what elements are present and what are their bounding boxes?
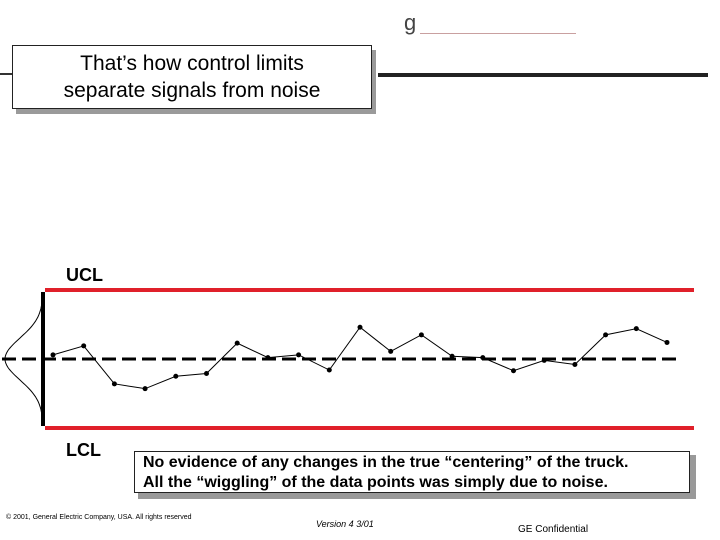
- data-point: [142, 386, 148, 392]
- copyright-text: © 2001, General Electric Company, USA. A…: [6, 514, 192, 521]
- data-point: [572, 362, 578, 368]
- data-point: [449, 353, 455, 359]
- data-point: [296, 352, 302, 358]
- data-point: [234, 340, 240, 346]
- data-point: [541, 357, 547, 363]
- data-point: [480, 355, 486, 361]
- data-point: [388, 348, 394, 354]
- data-point: [326, 367, 332, 373]
- note-callout: No evidence of any changes in the true “…: [134, 451, 690, 493]
- slide-title: That’s how control limits separate signa…: [12, 45, 372, 109]
- data-point: [173, 373, 179, 379]
- control-chart: [2, 288, 694, 430]
- logo-mark: g: [404, 10, 417, 35]
- header-rule-right: [378, 73, 708, 77]
- data-point: [111, 381, 117, 387]
- data-point: [265, 355, 271, 361]
- data-point: [357, 324, 363, 330]
- data-point: [603, 332, 609, 338]
- confidential-text: GE Confidential: [518, 524, 589, 535]
- data-point: [633, 326, 639, 332]
- data-point: [50, 352, 56, 358]
- data-point: [81, 343, 87, 349]
- data-point: [204, 370, 209, 376]
- header-rule-left: [0, 73, 14, 75]
- version-text: Version 4 3/01: [316, 519, 374, 529]
- data-point: [664, 339, 670, 345]
- data-point: [511, 368, 516, 374]
- header-rule-top: [420, 33, 576, 34]
- lcl-label: LCL: [66, 440, 101, 460]
- ucl-label: UCL: [66, 265, 103, 285]
- data-point: [418, 332, 424, 338]
